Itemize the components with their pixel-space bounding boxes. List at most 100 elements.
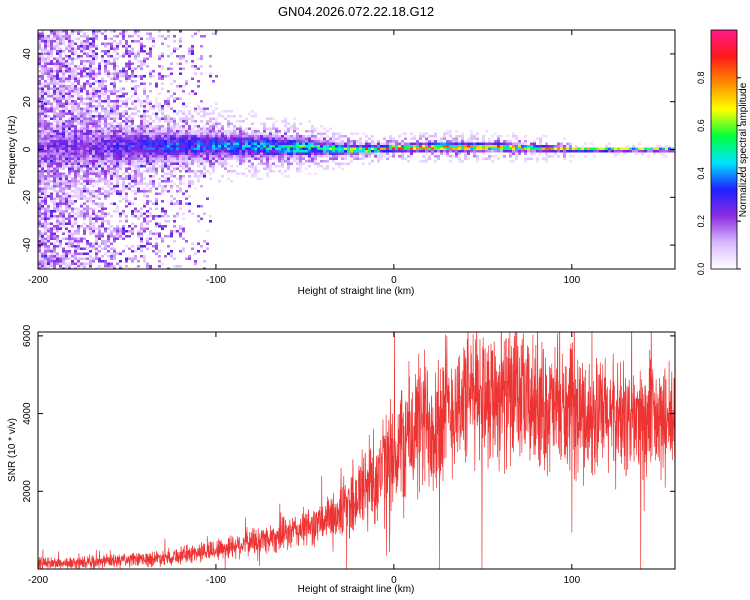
heatmap-cell bbox=[182, 150, 185, 153]
heatmap-cell bbox=[65, 197, 68, 200]
heatmap-cell bbox=[86, 240, 89, 243]
heatmap-cell bbox=[134, 177, 137, 180]
heatmap-cell bbox=[161, 187, 164, 190]
heatmap-cell bbox=[50, 257, 53, 260]
heatmap-cell bbox=[137, 165, 140, 168]
heatmap-cells bbox=[38, 30, 675, 269]
heatmap-cell bbox=[68, 250, 71, 253]
spectrogram-x-label: Height of straight line (km) bbox=[298, 286, 415, 297]
heatmap-cell bbox=[539, 142, 542, 145]
heatmap-cell bbox=[125, 50, 128, 53]
heatmap-cell bbox=[83, 177, 86, 180]
heatmap-cell bbox=[71, 215, 74, 218]
heatmap-cell bbox=[155, 167, 158, 170]
heatmap-cell bbox=[140, 225, 143, 228]
heatmap-cell bbox=[122, 55, 125, 58]
heatmap-cell bbox=[47, 170, 50, 173]
heatmap-cell bbox=[134, 162, 137, 165]
heatmap-cell bbox=[467, 145, 470, 148]
heatmap-cell bbox=[104, 115, 107, 118]
heatmap-cell bbox=[215, 142, 218, 145]
heatmap-cell bbox=[110, 230, 113, 233]
heatmap-cell bbox=[116, 97, 119, 100]
heatmap-cell bbox=[80, 107, 83, 110]
heatmap-cell bbox=[251, 145, 254, 148]
heatmap-cell bbox=[62, 252, 65, 255]
heatmap-cell bbox=[539, 140, 542, 143]
heatmap-cell bbox=[224, 132, 227, 135]
heatmap-cell bbox=[86, 135, 89, 138]
heatmap-cell bbox=[56, 127, 59, 130]
heatmap-cell bbox=[134, 210, 137, 213]
heatmap-cell bbox=[44, 132, 47, 135]
heatmap-cell bbox=[98, 130, 101, 133]
heatmap-cell bbox=[68, 170, 71, 173]
heatmap-cell bbox=[227, 145, 230, 148]
heatmap-cell bbox=[44, 47, 47, 50]
heatmap-cell bbox=[74, 232, 77, 235]
heatmap-cell bbox=[272, 132, 275, 135]
heatmap-cell bbox=[62, 217, 65, 220]
heatmap-cell bbox=[143, 230, 146, 233]
heatmap-cell bbox=[65, 262, 68, 265]
heatmap-cell bbox=[92, 125, 95, 128]
heatmap-cell bbox=[203, 172, 206, 175]
heatmap-cell bbox=[104, 122, 107, 125]
heatmap-cell bbox=[50, 160, 53, 163]
heatmap-cell bbox=[98, 192, 101, 195]
heatmap-cell bbox=[71, 237, 74, 240]
heatmap-cell bbox=[77, 90, 80, 93]
heatmap-cell bbox=[218, 162, 221, 165]
heatmap-cell bbox=[41, 265, 44, 268]
heatmap-cell bbox=[113, 132, 116, 135]
heatmap-cell bbox=[38, 202, 41, 205]
heatmap-cell bbox=[143, 165, 146, 168]
heatmap-cell bbox=[197, 142, 200, 145]
heatmap-cell bbox=[269, 137, 272, 140]
heatmap-cell bbox=[281, 137, 284, 140]
heatmap-cell bbox=[41, 262, 44, 265]
heatmap-cell bbox=[53, 130, 56, 133]
heatmap-cell bbox=[53, 227, 56, 230]
heatmap-cell bbox=[101, 177, 104, 180]
heatmap-cell bbox=[65, 110, 68, 113]
heatmap-cell bbox=[194, 262, 197, 265]
heatmap-cell bbox=[203, 132, 206, 135]
heatmap-cell bbox=[236, 145, 239, 148]
heatmap-cell bbox=[86, 245, 89, 248]
heatmap-cell bbox=[77, 245, 80, 248]
heatmap-cell bbox=[287, 142, 290, 145]
heatmap-cell bbox=[44, 37, 47, 40]
heatmap-cell bbox=[329, 152, 332, 155]
heatmap-cell bbox=[71, 207, 74, 210]
heatmap-cell bbox=[122, 87, 125, 90]
heatmap-cell bbox=[50, 180, 53, 183]
heatmap-cell bbox=[347, 140, 350, 143]
heatmap-cell bbox=[92, 97, 95, 100]
heatmap-cell bbox=[41, 112, 44, 115]
heatmap-cell bbox=[206, 150, 209, 153]
heatmap-cell bbox=[173, 40, 176, 43]
heatmap-cell bbox=[50, 47, 53, 50]
heatmap-cell bbox=[236, 147, 239, 150]
heatmap-cell bbox=[656, 145, 659, 148]
heatmap-cell bbox=[44, 160, 47, 163]
heatmap-cell bbox=[38, 182, 41, 185]
heatmap-cell bbox=[179, 67, 182, 70]
heatmap-cell bbox=[59, 95, 62, 98]
heatmap-cell bbox=[614, 155, 617, 158]
heatmap-cell bbox=[44, 152, 47, 155]
heatmap-cell bbox=[80, 137, 83, 140]
heatmap-cell bbox=[293, 117, 296, 120]
heatmap-cell bbox=[206, 112, 209, 115]
heatmap-cell bbox=[212, 162, 215, 165]
heatmap-cell bbox=[68, 267, 71, 269]
heatmap-cell bbox=[389, 145, 392, 148]
heatmap-cell bbox=[305, 145, 308, 148]
heatmap-cell bbox=[158, 250, 161, 253]
heatmap-cell bbox=[446, 142, 449, 145]
heatmap-cell bbox=[182, 137, 185, 140]
heatmap-cell bbox=[83, 130, 86, 133]
heatmap-cell bbox=[395, 145, 398, 148]
